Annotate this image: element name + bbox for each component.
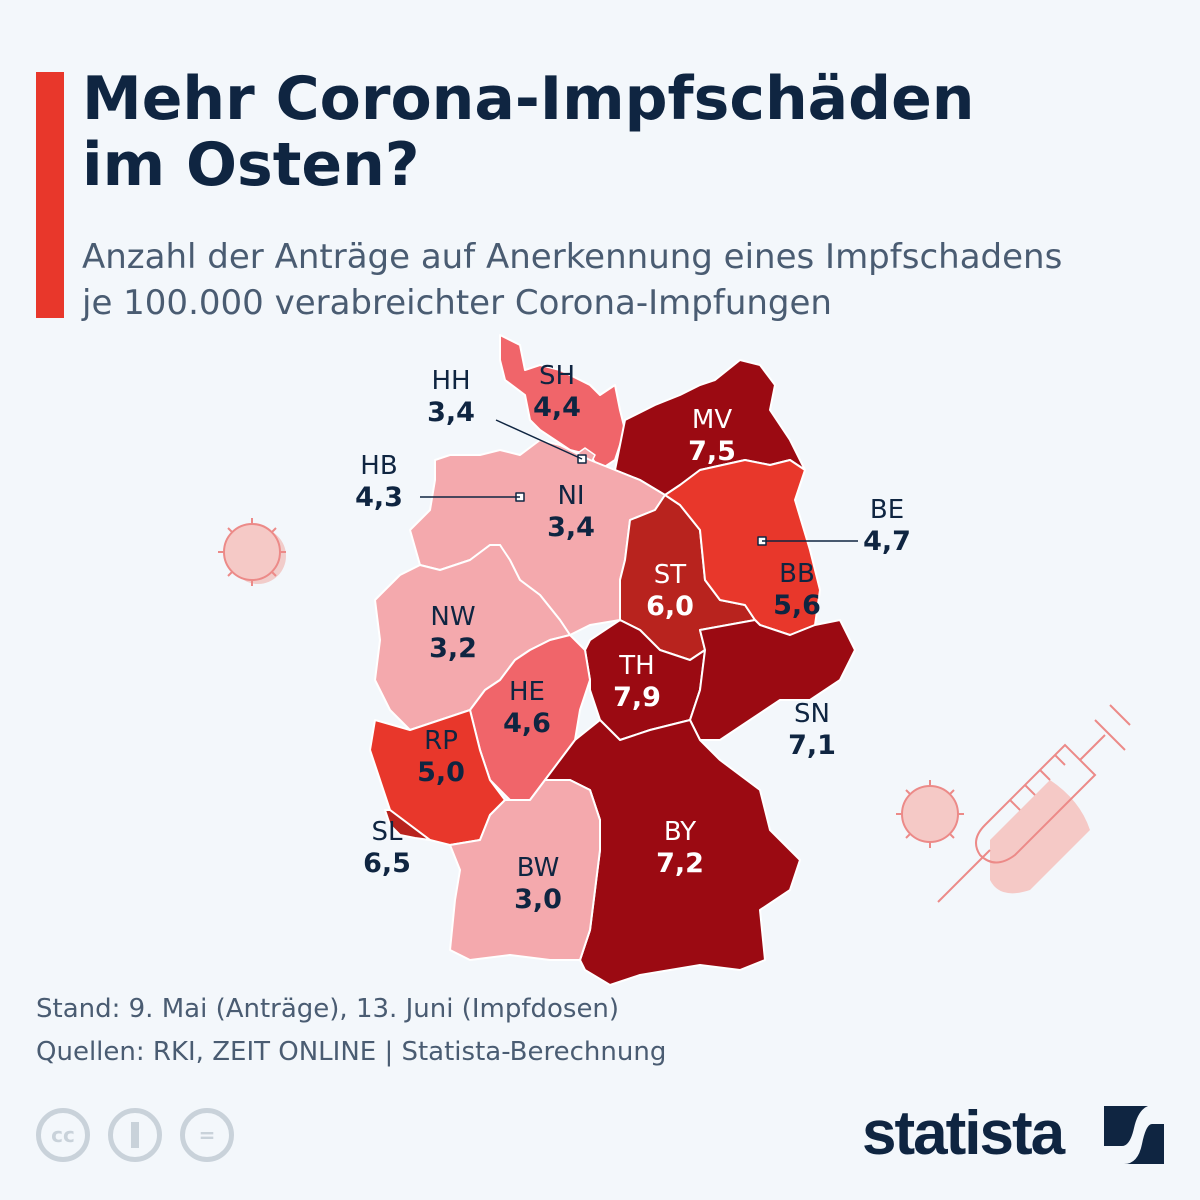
title: Mehr Corona-Impfschäden im Osten? (82, 66, 975, 198)
state-sl (384, 809, 431, 841)
state-sh (499, 334, 626, 471)
state-code-label: SH (539, 361, 575, 391)
state-value-label: 3,2 (429, 633, 477, 664)
statista-logo-mark (1104, 1106, 1164, 1164)
nd-text: = (198, 1123, 216, 1147)
state-code-label: BB (779, 559, 815, 589)
by-icon[interactable] (108, 1108, 162, 1162)
state-bb (664, 459, 821, 636)
state-value-label: 4,4 (533, 392, 581, 423)
state-value-label: 3,0 (514, 884, 562, 915)
state-code-label: SL (372, 817, 404, 847)
state-bw (449, 779, 601, 961)
virus-icon (896, 780, 964, 848)
subtitle-line: je 100.000 verabreichter Corona-Impfunge… (82, 283, 832, 323)
state-value-label: 7,5 (688, 436, 736, 467)
state-value-label: 6,5 (363, 848, 411, 879)
state-code-label: BE (870, 495, 904, 525)
person-glyph (131, 1122, 139, 1148)
footer-sources: Quellen: RKI, ZEIT ONLINE | Statista-Ber… (36, 1037, 667, 1067)
subtitle: Anzahl der Anträge auf Anerkennung eines… (82, 234, 1062, 326)
state-code-label: BY (664, 817, 696, 847)
state-value-label: 6,0 (646, 591, 694, 622)
subtitle-line: Anzahl der Anträge auf Anerkennung eines… (82, 237, 1063, 277)
state-value-label: 3,4 (547, 512, 595, 543)
state-value-label: 4,3 (355, 482, 403, 513)
state-value-label: 7,2 (656, 848, 704, 879)
footer-stand: Stand: 9. Mai (Anträge), 13. Juni (Impfd… (36, 994, 620, 1024)
state-sn (689, 619, 856, 741)
state-code-label: HE (509, 677, 545, 707)
state-code-label: SN (794, 699, 830, 729)
state-code-label: MV (692, 405, 732, 435)
virus-icon (218, 518, 286, 586)
cc-text: cc (51, 1123, 75, 1147)
state-value-label: 5,0 (417, 757, 465, 788)
accent-bar (36, 72, 64, 318)
title-line: im Osten? (82, 130, 420, 200)
state-code-label: HH (431, 366, 470, 396)
state-value-label: 4,6 (503, 708, 551, 739)
title-line: Mehr Corona-Impfschäden (82, 64, 975, 134)
state-code-label: BW (517, 853, 560, 883)
cc-icon[interactable]: cc (36, 1108, 90, 1162)
state-code-label: NW (430, 602, 475, 632)
state-value-label: 4,7 (863, 526, 911, 557)
state-code-label: HB (360, 451, 397, 481)
state-code-label: ST (654, 560, 687, 590)
state-code-label: NI (557, 481, 584, 511)
syringe-icon (937, 704, 1131, 903)
state-value-label: 5,6 (773, 590, 821, 621)
state-value-label: 3,4 (427, 397, 475, 428)
state-value-label: 7,9 (613, 682, 661, 713)
leader-lines (420, 419, 858, 542)
nd-icon[interactable]: = (180, 1108, 234, 1162)
state-code-label: RP (424, 726, 458, 756)
state-value-label: 7,1 (788, 730, 836, 761)
statista-logo[interactable]: statista (862, 1099, 1065, 1168)
state-code-label: TH (618, 651, 654, 681)
